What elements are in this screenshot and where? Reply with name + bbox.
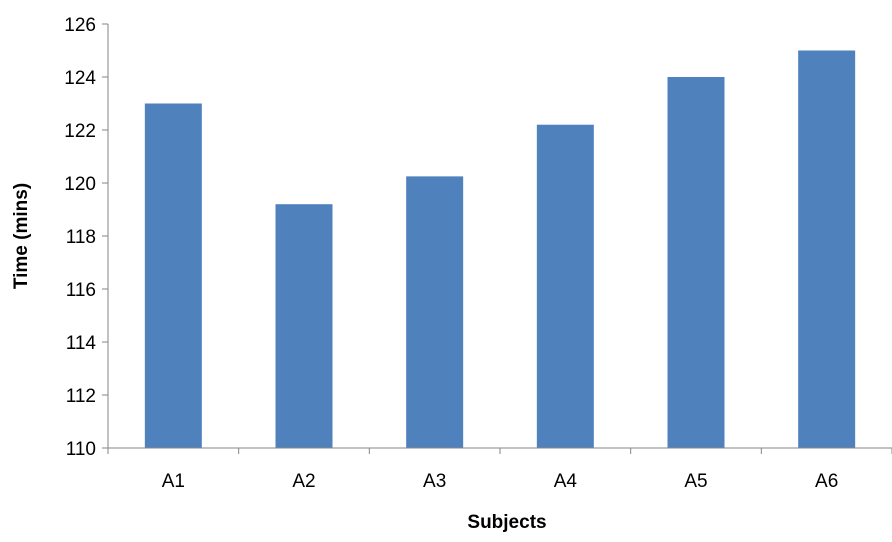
- bar-a4: [536, 124, 594, 448]
- x-axis-title: Subjects: [467, 512, 546, 533]
- bar-a5: [667, 77, 725, 448]
- y-tick-label: 116: [66, 280, 96, 301]
- y-tick-label: 122: [64, 121, 96, 142]
- bar-a3: [406, 176, 464, 448]
- x-tick-label-a5: A5: [684, 471, 707, 492]
- x-tick-label-a2: A2: [292, 471, 315, 492]
- y-tick-label: 112: [66, 386, 96, 407]
- x-tick-label-a1: A1: [162, 471, 185, 492]
- y-tick-label: 118: [66, 227, 96, 248]
- y-axis-title: Time (mins): [11, 183, 32, 289]
- y-tick-label: 120: [64, 174, 96, 195]
- x-tick-label-a3: A3: [423, 471, 446, 492]
- x-tick-label-a4: A4: [554, 471, 578, 492]
- axes-layer: [102, 23, 892, 454]
- bars-layer: [144, 50, 856, 448]
- y-tick-label: 110: [66, 439, 96, 460]
- y-tick-label: 126: [64, 15, 96, 36]
- x-tick-label-a6: A6: [815, 471, 838, 492]
- bar-a6: [798, 50, 856, 448]
- bar-a1: [144, 103, 202, 448]
- labels-layer: 110 112 114 116 118 120 122 124 126 A1 A2 A3 A4 A5 A6: [64, 15, 838, 492]
- bar-a2: [275, 204, 333, 448]
- y-tick-label: 124: [64, 68, 96, 89]
- y-tick-label: 114: [66, 333, 97, 354]
